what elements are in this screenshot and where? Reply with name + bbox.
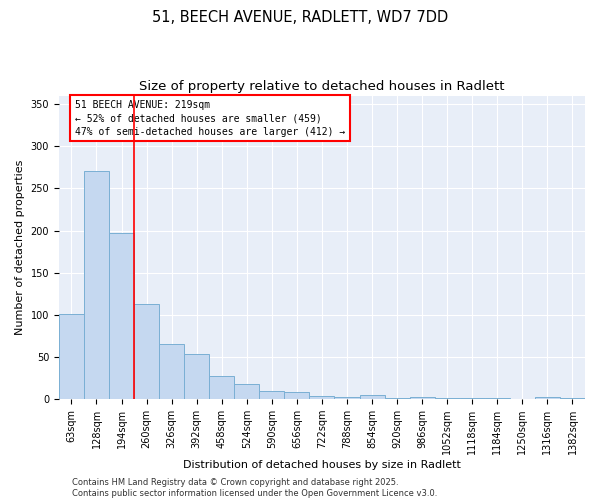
Bar [460,398,485,399]
Bar [109,233,134,399]
Bar [209,376,234,399]
Bar [359,395,385,399]
Bar [284,392,310,399]
Bar [184,354,209,399]
Y-axis label: Number of detached properties: Number of detached properties [15,160,25,335]
Title: Size of property relative to detached houses in Radlett: Size of property relative to detached ho… [139,80,505,93]
Bar [59,314,84,399]
Bar [535,396,560,399]
X-axis label: Distribution of detached houses by size in Radlett: Distribution of detached houses by size … [183,460,461,470]
Bar [259,391,284,399]
Bar [134,304,159,399]
Bar [159,344,184,399]
Bar [310,396,334,399]
Text: 51 BEECH AVENUE: 219sqm
← 52% of detached houses are smaller (459)
47% of semi-d: 51 BEECH AVENUE: 219sqm ← 52% of detache… [74,100,345,136]
Bar [434,398,460,399]
Bar [234,384,259,399]
Bar [410,396,434,399]
Bar [385,398,410,399]
Text: 51, BEECH AVENUE, RADLETT, WD7 7DD: 51, BEECH AVENUE, RADLETT, WD7 7DD [152,10,448,25]
Bar [334,396,359,399]
Bar [84,172,109,399]
Bar [485,398,510,399]
Bar [560,398,585,399]
Text: Contains HM Land Registry data © Crown copyright and database right 2025.
Contai: Contains HM Land Registry data © Crown c… [72,478,437,498]
